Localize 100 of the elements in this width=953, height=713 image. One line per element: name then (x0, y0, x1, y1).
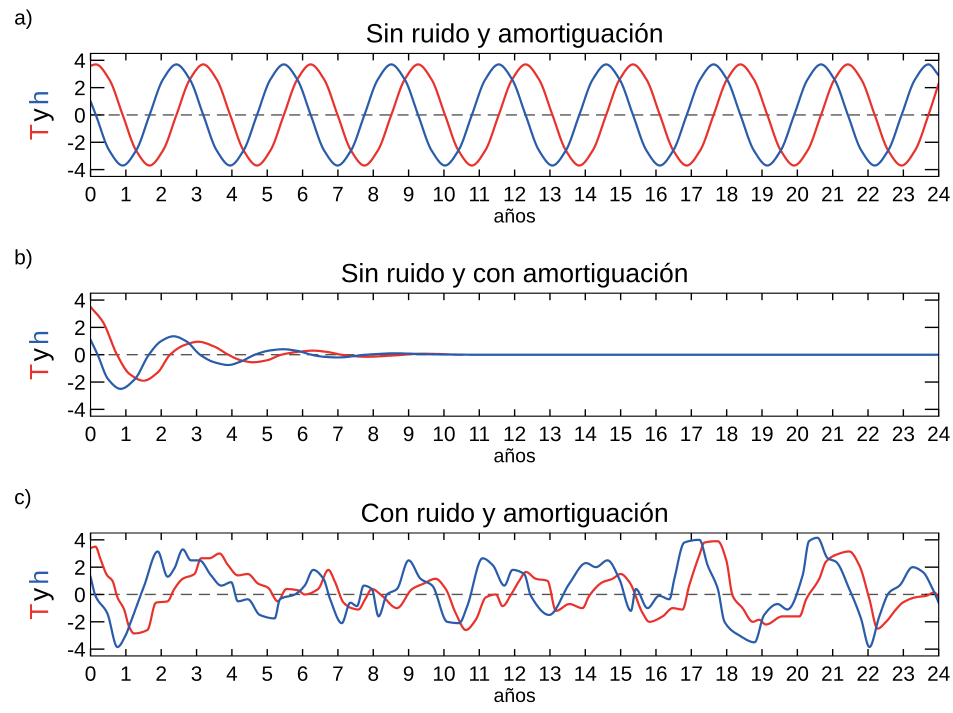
x-tick-label: 20 (786, 186, 808, 202)
x-tick-label: 0 (86, 426, 96, 442)
x-tick-label: 20 (786, 666, 808, 681)
x-tick-label: 8 (368, 426, 378, 442)
y-tick-label: -2 (68, 135, 85, 150)
y-tick-label: 4 (74, 54, 86, 68)
x-tick-label: 1 (122, 666, 131, 681)
y-tick-label: 0 (74, 108, 85, 123)
x-tick-label: 3 (192, 186, 202, 202)
x-tick-label: 4 (226, 666, 238, 681)
x-tick-label: 8 (368, 186, 378, 202)
x-tick-label: 16 (646, 186, 667, 202)
y-axis-title: Ty h (29, 332, 54, 380)
x-tick-label: 0 (86, 186, 96, 202)
x-tick-label: 19 (752, 426, 773, 442)
x-tick-label: 10 (434, 426, 455, 442)
x-tick-label: 24 (928, 666, 950, 681)
x-tick-label: 22 (857, 186, 879, 202)
x-tick-label: 23 (892, 186, 914, 202)
x-tick-label: 15 (610, 186, 632, 202)
x-tick-label: 21 (822, 186, 844, 202)
x-tick-label: 9 (404, 186, 414, 202)
x-tick-label: 11 (470, 186, 490, 202)
x-tick-label: 15 (610, 426, 632, 442)
x-tick-label: 0 (86, 666, 96, 681)
x-tick-label: 5 (262, 186, 272, 202)
x-tick-label: 18 (716, 426, 738, 442)
y-tick-label: 0 (74, 348, 85, 362)
x-tick-label: 23 (892, 426, 914, 442)
x-tick-label: 17 (681, 666, 702, 681)
x-tick-label: 4 (226, 186, 238, 202)
x-tick-label: 3 (192, 426, 202, 442)
text: c) (15, 488, 30, 508)
x-tick-label: 10 (434, 666, 455, 681)
x-tick-label: 14 (575, 426, 596, 442)
x-tick-label: 13 (540, 426, 561, 442)
x-tick-label: 12 (504, 186, 526, 202)
x-tick-label: 11 (470, 426, 490, 442)
x-tick-label: 20 (786, 426, 808, 442)
text: a) (15, 9, 32, 29)
x-axis-title: años (494, 688, 535, 702)
y-tick-label: 2 (75, 320, 85, 335)
y-tick-label: -4 (68, 402, 86, 417)
x-tick-label: 16 (646, 426, 667, 442)
x-tick-label: 6 (298, 426, 308, 442)
chart-title: Sin ruido y con amortiguación (342, 262, 687, 288)
x-tick-label: 4 (226, 426, 238, 442)
x-tick-label: 6 (298, 186, 308, 202)
y-axis-title: Ty h (29, 572, 54, 620)
x-tick-label: 22 (857, 426, 879, 442)
x-tick-label: 19 (752, 186, 773, 202)
x-tick-label: 5 (262, 666, 272, 681)
x-tick-label: 11 (470, 666, 490, 681)
x-tick-label: 21 (822, 666, 844, 681)
x-tick-label: 9 (404, 666, 414, 681)
x-tick-label: 2 (156, 426, 166, 442)
text: b) (16, 249, 32, 269)
x-tick-label: 9 (404, 426, 414, 442)
x-tick-label: 7 (333, 186, 343, 202)
chart-title: Con ruido y amortiguación (362, 502, 667, 528)
y-tick-label: 2 (75, 80, 85, 96)
y-tick-label: -4 (68, 642, 86, 657)
x-tick-label: 18 (716, 186, 738, 202)
x-tick-label: 1 (122, 426, 131, 442)
y-tick-label: 4 (74, 533, 86, 548)
x-tick-label: 14 (575, 666, 596, 681)
x-tick-label: 12 (504, 666, 526, 681)
x-tick-label: 17 (681, 186, 702, 202)
x-tick-label: 13 (540, 186, 561, 202)
x-tick-label: 21 (822, 426, 844, 442)
x-tick-label: 7 (333, 426, 343, 442)
x-tick-label: 23 (892, 666, 914, 681)
x-axis-title: años (494, 448, 535, 462)
y-axis-title: Ty h (29, 92, 54, 140)
y-tick-label: -2 (68, 375, 85, 390)
x-tick-label: 24 (928, 426, 950, 442)
y-tick-label: 2 (75, 560, 85, 575)
x-tick-label: 8 (368, 666, 378, 681)
x-tick-label: 22 (857, 666, 879, 681)
y-tick-label: -4 (68, 162, 86, 178)
x-tick-label: 17 (681, 426, 702, 442)
x-tick-label: 6 (298, 666, 308, 681)
x-tick-label: 18 (716, 666, 738, 681)
y-tick-label: 0 (74, 587, 85, 602)
x-tick-label: 14 (575, 186, 596, 202)
chart-title: Sin ruido y amortiguación (366, 22, 662, 48)
x-tick-label: 5 (262, 426, 272, 442)
x-tick-label: 1 (122, 186, 131, 202)
x-tick-label: 7 (333, 666, 343, 681)
x-tick-label: 16 (646, 666, 667, 681)
x-tick-label: 19 (752, 666, 773, 681)
x-tick-label: 10 (434, 186, 455, 202)
x-tick-label: 15 (610, 666, 632, 681)
y-tick-label: 4 (74, 293, 86, 308)
x-tick-label: 2 (156, 666, 166, 681)
y-tick-label: -2 (68, 614, 85, 630)
x-tick-label: 12 (504, 426, 526, 442)
x-tick-label: 13 (540, 666, 561, 681)
x-tick-label: 3 (192, 666, 202, 681)
x-tick-label: 24 (928, 186, 950, 202)
